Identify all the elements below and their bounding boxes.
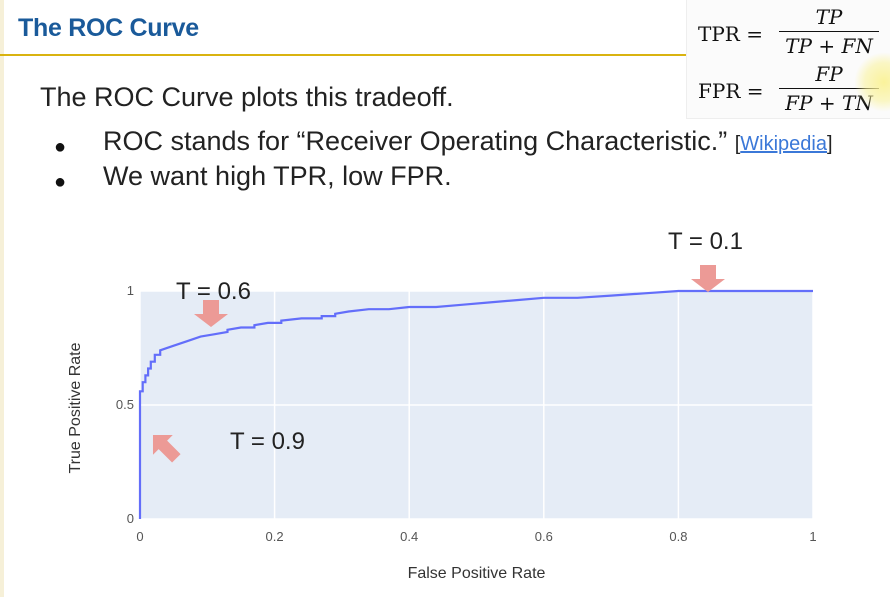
bullet-text: ROC stands for “Receiver Operating Chara… (103, 126, 728, 156)
bullet-item-tpr-fpr: We want high TPR, low FPR. (103, 161, 452, 192)
threshold-label-t01: T = 0.1 (668, 228, 743, 255)
title-underline (0, 54, 700, 56)
formula-box: TPR = TP TP + FN FPR = FP FP + TN (686, 0, 890, 119)
threshold-label-t09: T = 0.9 (230, 428, 305, 455)
threshold-label-t06: T = 0.6 (176, 278, 251, 305)
citation-close-bracket: ] (827, 133, 833, 155)
fpr-formula-lhs: FPR = (698, 79, 764, 103)
y-tick-label: 1 (127, 283, 134, 298)
fpr-formula: FPR = FP FP + TN (687, 61, 890, 117)
wikipedia-citation: [Wikipedia] (735, 133, 833, 155)
tpr-formula-lhs: TPR = (698, 22, 763, 46)
threshold-arrow-t06 (194, 300, 228, 327)
tpr-formula-numerator: TP (815, 5, 843, 29)
intro-text: The ROC Curve plots this tradeoff. (40, 82, 454, 112)
tpr-formula-denominator: TP + FN (785, 34, 873, 58)
x-tick-label: 0.6 (535, 529, 553, 544)
threshold-arrow-t01 (691, 265, 725, 292)
slide-title: The ROC Curve (18, 14, 199, 42)
threshold-arrow-t09 (152, 434, 181, 463)
x-tick-label: 0 (136, 529, 143, 544)
tpr-formula: TPR = TP TP + FN (687, 4, 890, 60)
y-tick-label: 0.5 (116, 397, 134, 412)
bullet-item-roc: ROC stands for “Receiver Operating Chara… (103, 126, 833, 157)
slide-left-accent (0, 0, 4, 597)
y-axis-title: True Positive Rate (67, 342, 84, 473)
fpr-formula-fraction-bar (779, 88, 879, 89)
bullet-text: We want high TPR, low FPR. (103, 161, 452, 191)
citation-open-bracket: [ (734, 133, 741, 155)
x-tick-label: 0.8 (669, 529, 687, 544)
axis-ticks: 0 0.2 0.4 0.6 0.8 1 0 0.5 1 (116, 283, 817, 544)
x-tick-label: 0.2 (266, 529, 284, 544)
threshold-arrows (152, 265, 725, 463)
x-tick-label: 0.4 (400, 529, 418, 544)
x-axis-title: False Positive Rate (408, 565, 546, 582)
fpr-formula-numerator: FP (815, 62, 843, 86)
x-tick-label: 1 (809, 529, 816, 544)
tpr-formula-fraction-bar (779, 31, 879, 32)
bullet-dot: ● (54, 136, 67, 158)
roc-curve-line (138, 289, 813, 519)
y-tick-label: 0 (127, 511, 134, 526)
bullet-dot: ● (54, 171, 67, 193)
tpr-formula-fraction: TP TP + FN (775, 4, 883, 58)
wikipedia-link[interactable]: Wikipedia (740, 133, 827, 155)
